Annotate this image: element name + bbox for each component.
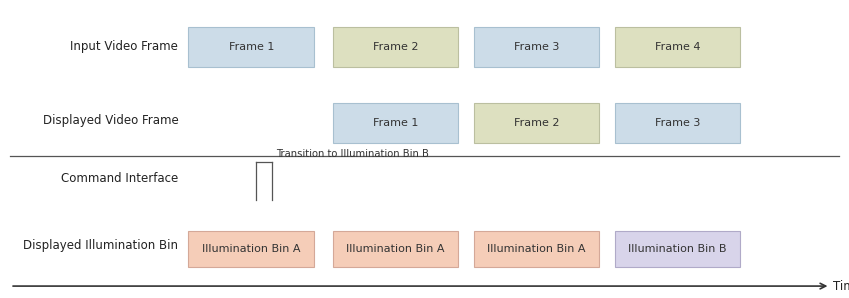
Bar [333,103,458,143]
Text: Illumination Bin B: Illumination Bin B [628,244,727,254]
Bar [333,231,458,267]
Text: Frame 3: Frame 3 [655,118,700,128]
Text: Frame 4: Frame 4 [655,42,700,52]
Bar [474,27,599,67]
Text: Frame 1: Frame 1 [373,118,419,128]
Bar [188,231,314,267]
Bar [615,231,740,267]
Text: Displayed Illumination Bin: Displayed Illumination Bin [23,239,178,252]
Text: Time: Time [833,280,849,293]
Text: Illumination Bin A: Illumination Bin A [487,244,586,254]
Bar [474,231,599,267]
Bar [615,103,740,143]
Text: Transition to Illumination Bin B: Transition to Illumination Bin B [276,148,429,159]
Text: Frame 2: Frame 2 [373,42,419,52]
Text: Frame 2: Frame 2 [514,118,559,128]
Text: Frame 3: Frame 3 [514,42,559,52]
Bar [333,27,458,67]
Text: Input Video Frame: Input Video Frame [70,40,178,53]
Text: Illumination Bin A: Illumination Bin A [202,244,301,254]
Bar [615,27,740,67]
Bar [474,103,599,143]
Text: Illumination Bin A: Illumination Bin A [346,244,445,254]
Text: Frame 1: Frame 1 [228,42,274,52]
Text: Displayed Video Frame: Displayed Video Frame [42,114,178,127]
Bar [188,27,314,67]
Text: Command Interface: Command Interface [61,172,178,185]
